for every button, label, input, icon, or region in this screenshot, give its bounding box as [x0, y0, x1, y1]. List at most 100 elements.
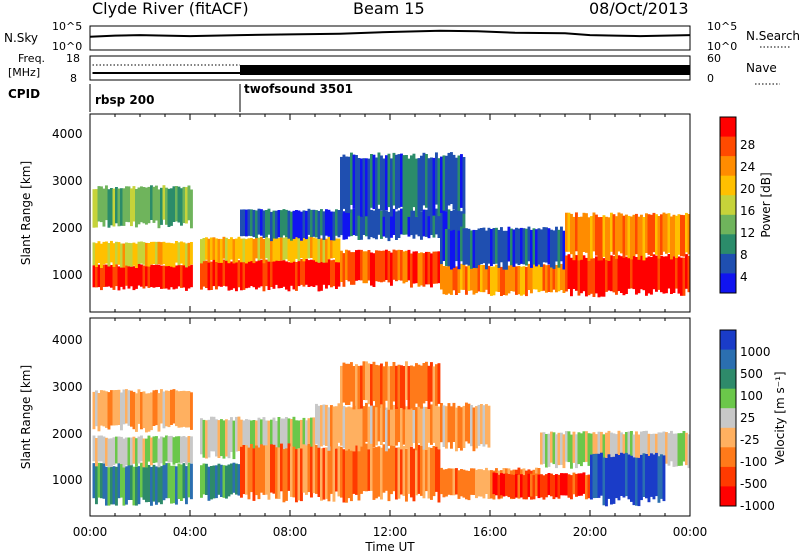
- heatmap-cell: [482, 227, 486, 264]
- heatmap-cell: [327, 237, 331, 260]
- heatmap-cell: [432, 210, 436, 238]
- heatmap-cell: [160, 466, 163, 505]
- heatmap-cell: [187, 436, 191, 463]
- heatmap-cell: [657, 432, 661, 465]
- heatmap-cell: [420, 211, 423, 240]
- heatmap-cell: [362, 406, 366, 449]
- heatmap-cell: [370, 403, 373, 444]
- heatmap-cell: [592, 212, 596, 252]
- heatmap-cell: [260, 236, 263, 259]
- heatmap-cell: [342, 211, 346, 240]
- heatmap-cell: [622, 257, 626, 296]
- heatmap-cell: [382, 158, 386, 217]
- heatmap-cell: [427, 365, 431, 409]
- heatmap-cell: [165, 435, 168, 462]
- heatmap-cell: [400, 250, 403, 281]
- heatmap-cell: [597, 453, 601, 498]
- heatmap-cell: [365, 251, 368, 284]
- heatmap-cell: [202, 238, 206, 262]
- heatmap-cell: [545, 474, 548, 498]
- heatmap-cell: [335, 261, 338, 289]
- noise-right-tick-top: 10^5: [707, 20, 737, 33]
- heatmap-cell: [407, 209, 411, 237]
- power-range-tick-4000: 4000: [52, 127, 83, 141]
- noise-sky-line: [89, 29, 691, 38]
- velocity-range-tick-2000: 2000: [52, 427, 83, 441]
- heatmap-cell: [542, 227, 546, 263]
- heatmap-cell: [400, 406, 403, 450]
- heatmap-cell: [455, 468, 458, 495]
- heatmap-cell: [560, 432, 563, 465]
- heatmap-cell: [315, 444, 318, 494]
- heatmap-cell: [250, 444, 253, 493]
- heatmap-cell: [297, 259, 301, 287]
- power-heatmap: [92, 152, 691, 298]
- heatmap-cell: [380, 363, 383, 405]
- heatmap-cell: [580, 473, 583, 496]
- velocity-range-tick-3000: 3000: [52, 380, 83, 394]
- heatmap-cell: [447, 265, 451, 294]
- heatmap-cell: [557, 264, 561, 292]
- heatmap-cell: [402, 445, 406, 496]
- heatmap-cell: [360, 365, 363, 409]
- heatmap-cell: [95, 243, 98, 267]
- velocity-scale-tick-neg25: -25: [740, 433, 760, 447]
- heatmap-cell: [170, 435, 173, 463]
- heatmap-cell: [507, 265, 511, 294]
- heatmap-cell: [505, 473, 508, 496]
- heatmap-cell: [345, 363, 348, 405]
- heatmap-cell: [455, 157, 458, 216]
- heatmap-cell: [155, 241, 158, 265]
- heatmap-cell: [527, 226, 531, 262]
- heatmap-cell: [432, 251, 436, 284]
- heatmap-cell: [255, 210, 258, 239]
- heatmap-cell: [647, 214, 651, 255]
- heatmap-cell: [275, 447, 278, 499]
- heatmap-cell: [95, 264, 98, 288]
- noise-left-tick-top: 10^5: [52, 20, 82, 33]
- heatmap-cell: [355, 364, 358, 406]
- colorbar-swatch: [720, 136, 736, 157]
- power-range-tick-3000: 3000: [52, 174, 83, 188]
- colorbar-swatch: [720, 427, 736, 448]
- heatmap-cell: [405, 448, 408, 502]
- heatmap-cell: [390, 252, 393, 286]
- heatmap-cell: [627, 431, 631, 463]
- heatmap-cell: [242, 209, 246, 237]
- heatmap-cell: [415, 445, 418, 496]
- heatmap-cell: [607, 217, 611, 261]
- heatmap-cell: [687, 434, 691, 469]
- heatmap-cell: [350, 407, 353, 451]
- heatmap-cell: [525, 266, 528, 297]
- heatmap-cell: [367, 406, 371, 450]
- heatmap-cell: [577, 473, 581, 496]
- noise-panel-frame: [89, 25, 691, 51]
- heatmap-cell: [337, 238, 341, 263]
- heatmap-cell: [137, 466, 141, 505]
- heatmap-cell: [200, 465, 203, 498]
- colorbar-swatch: [720, 253, 736, 274]
- heatmap-cell: [677, 214, 681, 255]
- heatmap-cell: [187, 242, 191, 267]
- heatmap-cell: [315, 403, 318, 444]
- heatmap-cell: [515, 474, 518, 498]
- heatmap-cell: [125, 264, 128, 286]
- heatmap-cell: [160, 389, 163, 424]
- heatmap-cell: [105, 437, 108, 466]
- heatmap-cell: [155, 466, 158, 505]
- heatmap-cell: [410, 365, 413, 409]
- heatmap-cell: [590, 256, 593, 294]
- heatmap-cell: [115, 390, 118, 426]
- heatmap-cell: [220, 260, 223, 287]
- heatmap-cell: [262, 445, 266, 495]
- heatmap-cell: [455, 266, 458, 295]
- heatmap-cell: [435, 208, 438, 235]
- heatmap-cell: [97, 393, 101, 432]
- heatmap-cell: [635, 431, 638, 463]
- heatmap-cell: [345, 156, 348, 213]
- heatmap-cell: [425, 406, 428, 450]
- heatmap-cell: [257, 260, 261, 288]
- heatmap-cell: [600, 217, 603, 261]
- heatmap-cell: [425, 209, 428, 237]
- heatmap-cell: [335, 209, 338, 236]
